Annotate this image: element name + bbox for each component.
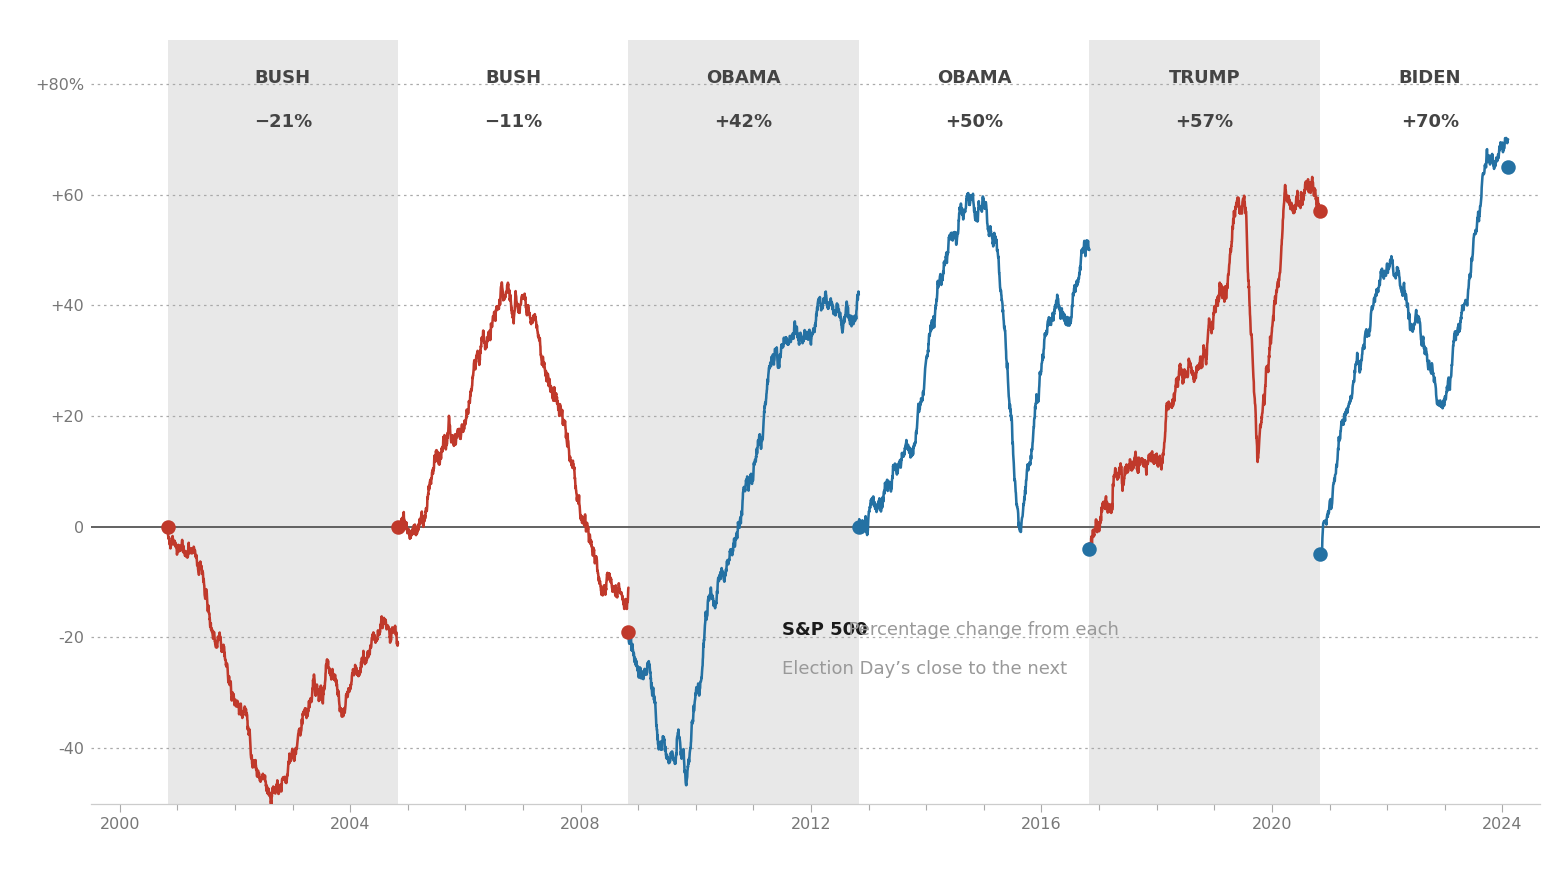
Point xyxy=(616,625,641,639)
Text: −21%: −21% xyxy=(254,113,312,131)
Point xyxy=(155,520,180,534)
Bar xyxy=(168,40,398,804)
Text: −11%: −11% xyxy=(485,113,543,131)
Text: Percentage change from each: Percentage change from each xyxy=(837,621,1120,639)
Text: TRUMP: TRUMP xyxy=(1168,69,1240,87)
Point xyxy=(1077,542,1102,556)
Text: +57%: +57% xyxy=(1176,113,1234,131)
Bar xyxy=(1090,40,1320,804)
Text: BUSH: BUSH xyxy=(485,69,541,87)
Text: +50%: +50% xyxy=(946,113,1004,131)
Text: BIDEN: BIDEN xyxy=(1399,69,1461,87)
Point xyxy=(1308,204,1333,218)
Point xyxy=(847,520,872,534)
Text: OBAMA: OBAMA xyxy=(936,69,1011,87)
Point xyxy=(386,520,411,534)
Text: OBAMA: OBAMA xyxy=(707,69,781,87)
Point xyxy=(1496,160,1521,174)
Text: BUSH: BUSH xyxy=(254,69,310,87)
Text: Election Day’s close to the next: Election Day’s close to the next xyxy=(782,660,1068,677)
Point xyxy=(1308,547,1333,562)
Text: +42%: +42% xyxy=(715,113,773,131)
Bar xyxy=(629,40,859,804)
Text: +70%: +70% xyxy=(1400,113,1458,131)
Text: S&P 500: S&P 500 xyxy=(782,621,867,639)
